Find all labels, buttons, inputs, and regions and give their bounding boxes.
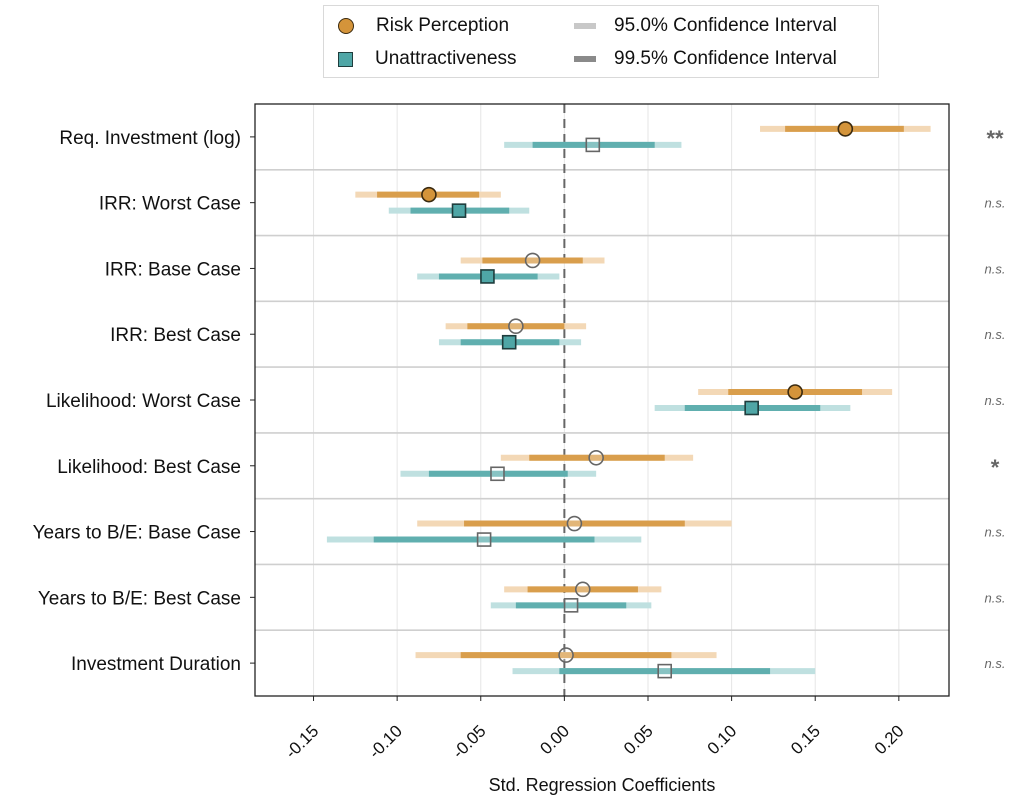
risk-estimate-marker [524, 252, 541, 269]
significance-label: n.s. [985, 656, 1006, 671]
significance-label: n.s. [985, 261, 1006, 276]
x-tick-label: 0.15 [787, 721, 824, 758]
risk-estimate-marker [421, 186, 437, 203]
y-tick-label: Req. Investment (log) [59, 128, 241, 149]
risk-estimate-marker [837, 121, 854, 137]
unattractiveness-estimate-marker [490, 466, 505, 482]
legend-item-unattractiveness: Unattractiveness [338, 48, 517, 70]
x-tick-label: -0.05 [449, 721, 490, 762]
risk-estimate-marker [588, 449, 604, 466]
risk-estimate-marker [574, 581, 591, 598]
significance-label: n.s. [985, 590, 1006, 605]
legend: Risk Perception Unattractiveness 95.0% C… [323, 5, 879, 78]
unattractiveness-estimate-marker [501, 334, 517, 350]
unattractiveness-estimate-marker [657, 663, 673, 679]
point-estimates [421, 121, 854, 679]
risk-estimate-marker [558, 647, 574, 663]
legend-label-ci995: 99.5% Confidence Interval [614, 48, 837, 69]
x-tick-label: 0.10 [704, 721, 741, 758]
y-tick-label: IRR: Best Case [110, 325, 241, 346]
confidence-intervals [326, 125, 931, 675]
legend-item-ci995: 99.5% Confidence Interval [574, 48, 837, 70]
unattractiveness-estimate-marker [476, 532, 492, 547]
y-tick-label: Likelihood: Best Case [57, 457, 241, 478]
square-marker-icon [338, 51, 353, 67]
y-tick-label: Investment Duration [71, 654, 241, 675]
y-tick-label: Years to B/E: Base Case [33, 523, 241, 544]
unattractiveness-estimate-marker [451, 203, 467, 218]
x-tick-label: -0.10 [365, 721, 406, 762]
risk-estimate-marker [566, 515, 583, 532]
risk-estimate-marker [508, 318, 524, 335]
significance-label: n.s. [985, 327, 1006, 342]
unattractiveness-estimate-marker [744, 400, 759, 416]
x-tick-label: -0.15 [282, 721, 323, 762]
significance-label: n.s. [985, 196, 1006, 211]
y-tick-label: IRR: Base Case [105, 259, 241, 280]
y-tick-label: Likelihood: Worst Case [46, 391, 241, 412]
y-tick-label: IRR: Worst Case [99, 194, 241, 215]
y-tick-label: Years to B/E: Best Case [38, 588, 241, 609]
significance-label: n.s. [985, 525, 1006, 540]
ci95-line-icon [574, 23, 596, 29]
unattractiveness-estimate-marker [480, 269, 495, 284]
legend-label-unattractiveness: Unattractiveness [375, 48, 517, 69]
row-separators [255, 168, 949, 632]
y-axis-labels: Req. Investment (log) IRR: Worst Case IRR:… [33, 128, 255, 675]
significance-labels: ** n.s. n.s. n.s. n.s. * n.s. n.s. n.s. [985, 126, 1006, 671]
unattractiveness-estimate-marker [563, 598, 579, 613]
x-axis-title: Std. Regression Coefficients [488, 775, 716, 795]
legend-label-risk: Risk Perception [376, 15, 510, 36]
significance-label: * [991, 455, 1000, 480]
significance-label: n.s. [985, 393, 1006, 408]
significance-label: ** [986, 126, 1004, 151]
legend-label-ci95: 95.0% Confidence Interval [614, 15, 837, 36]
ci995-line-icon [574, 56, 596, 62]
x-axis-ticks: -0.15 -0.10 -0.05 0.00 0.05 0.10 0.15 0.20 [282, 696, 908, 762]
legend-item-risk: Risk Perception [338, 15, 509, 37]
risk-estimate-marker [787, 384, 803, 400]
circle-marker-icon [338, 18, 354, 34]
x-tick-label: 0.05 [620, 721, 657, 758]
unattractiveness-estimate-marker [585, 137, 601, 153]
legend-item-ci95: 95.0% Confidence Interval [574, 15, 837, 37]
x-tick-label: 0.20 [871, 721, 908, 758]
x-tick-label: 0.00 [536, 721, 573, 758]
